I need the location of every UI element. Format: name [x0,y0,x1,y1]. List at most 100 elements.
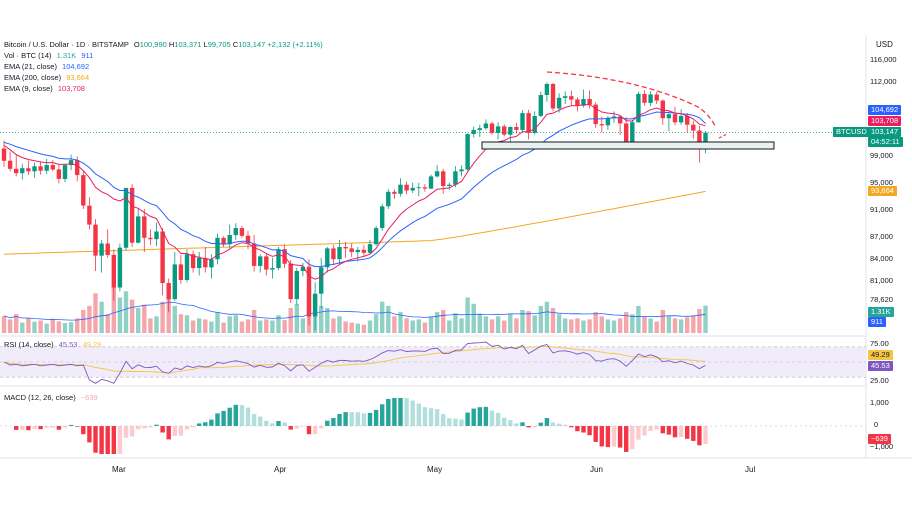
volume-bar [495,316,501,333]
volume-bar [672,318,678,333]
candle-body [514,127,519,130]
macd-hist-bar [154,424,159,426]
candle-body [239,228,245,236]
macd-hist-bar [331,418,336,426]
macd-hist-bar [288,426,293,430]
ema9-price-badge: 103,708 [868,116,902,126]
candle-body [526,113,531,133]
candle-body [422,187,428,189]
volume-bar [642,316,647,333]
ema21-legend[interactable]: EMA (21, close) 104,692 [4,62,89,72]
candle [575,97,580,112]
candle-body [117,247,123,288]
candle [38,161,43,175]
ema9-label: EMA (9, close) [4,84,53,93]
volume-bar [611,320,617,333]
macd-hist-bar [434,409,440,426]
volume-bar [599,316,604,333]
volume-bar [264,319,269,333]
chart-grid [0,36,912,459]
macd-hist-bar [251,414,257,426]
volume-bar [319,305,324,333]
candle [20,163,25,180]
candle [373,226,379,246]
candle-body [20,168,25,174]
candle [630,120,635,145]
macd-hist-bar [453,418,458,426]
candle [502,124,507,137]
macd-hist-bar [276,421,281,426]
macd-hist-bar [447,418,452,426]
candle [355,247,360,262]
candle-body [520,113,525,130]
macd-hist-bar [148,426,153,428]
candle-body [142,216,147,238]
volume-bar [392,316,397,333]
rsi-line [3,341,706,384]
currency-label[interactable]: USD [876,40,893,49]
candle [550,82,556,112]
candle [666,111,672,132]
macd-hist-bar [245,407,251,426]
macd-hist-bar [587,426,592,436]
volume-bar [221,322,226,333]
volume-bar [337,316,342,333]
volume-bar [184,315,190,333]
macd-hist-bar [270,423,275,426]
volume-bar [270,320,275,333]
candle [87,197,92,230]
volume-legend[interactable]: Vol · BTC (14) 1.31K 911 [4,51,93,61]
candle-body [1,148,7,161]
macd-hist-bar [117,426,123,454]
macd-hist-bar [294,426,299,429]
macd-hist-bar [459,419,464,426]
candle-body [337,247,342,260]
volume-bar [605,319,611,333]
volume-bar [44,323,49,333]
macd-hist-bar [703,426,708,444]
candle [514,122,519,134]
candle [325,247,330,273]
rsi-ma-value: 49.29 [82,340,102,349]
candle [587,90,592,109]
rsi-pane [0,341,866,384]
candle-body [459,169,464,172]
candle [563,91,568,104]
candle [142,209,147,252]
ema200-label: EMA (200, close) [4,73,62,82]
candle [678,109,684,125]
candle-body [123,187,129,248]
volume-bar [422,322,428,333]
candle-body [361,249,367,253]
candle [319,257,324,309]
ema9-legend[interactable]: EMA (9, close) 103,708 [4,84,85,94]
candle [386,189,391,209]
candle [7,151,13,172]
volume-bar [209,321,214,333]
macd-hist-bar [129,426,135,437]
ema200-value: 93,664 [66,73,90,82]
volume-bar [569,319,574,333]
volume-bar [660,310,665,333]
macd-hist-bar [550,422,556,426]
volume-bar [666,316,672,333]
macd-legend[interactable]: MACD (12, 26, close) −639 [4,393,98,402]
volume-value: 1.31K [56,51,77,60]
candle [489,121,495,135]
ema200-legend[interactable]: EMA (200, close) 93,664 [4,73,89,83]
volume-bar [459,318,464,333]
candle-body [581,99,586,106]
volume-bar [624,312,629,333]
rsi-tick: 25.00 [870,376,889,385]
volume-bar [245,319,251,333]
macd-hist-bar [648,426,653,431]
macd-hist-bar [26,426,31,431]
macd-hist-bar [575,426,580,432]
rsi-legend[interactable]: RSI (14, close) 45.53 49.29 [4,340,101,349]
macd-tick: −1,000 [870,442,894,451]
volume-bar [288,308,293,333]
candle [288,260,293,303]
candle-body [666,114,672,119]
macd-hist-bar [99,426,104,454]
